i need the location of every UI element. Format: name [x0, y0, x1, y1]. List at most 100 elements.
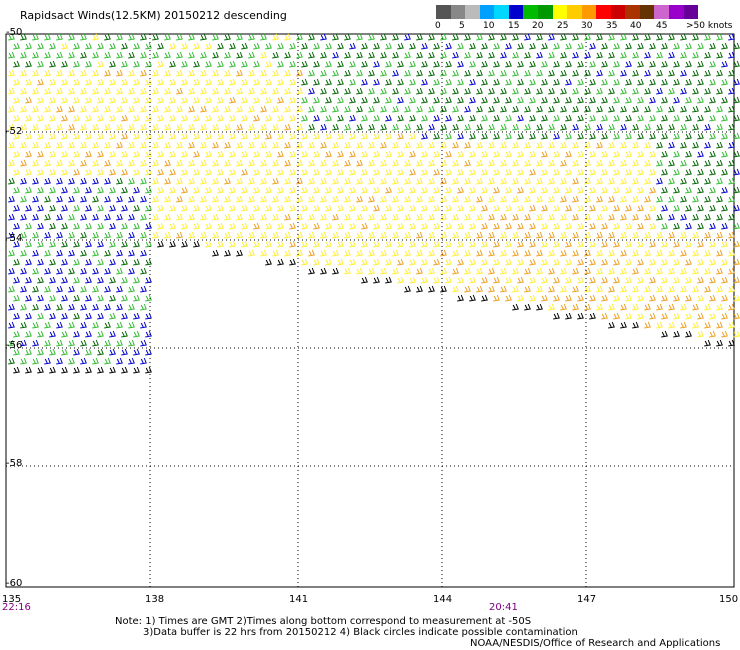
wind-barb [8, 123, 15, 131]
wind-barb [13, 240, 20, 248]
wind-barb [733, 312, 740, 320]
wind-barb [61, 132, 68, 140]
wind-barb [109, 78, 116, 86]
wind-barb [368, 141, 375, 149]
legend-swatch [479, 5, 495, 19]
wind-barb [260, 51, 267, 59]
wind-barb [344, 69, 351, 77]
wind-barb [313, 186, 320, 194]
wind-barb [241, 168, 248, 176]
wind-barb [128, 159, 135, 167]
wind-barb [620, 249, 627, 257]
wind-barb [289, 186, 296, 194]
wind-barb [404, 123, 411, 131]
wind-barb [673, 42, 680, 50]
wind-barb [68, 51, 75, 59]
wind-barb [85, 258, 92, 266]
wind-barb [613, 222, 620, 230]
wind-barb [200, 195, 207, 203]
wind-barb [92, 267, 99, 275]
legend-swatch [596, 5, 611, 19]
wind-barb [493, 240, 500, 248]
wind-barb [464, 177, 471, 185]
wind-barb [140, 33, 147, 41]
wind-barb [476, 123, 483, 131]
legend-swatch [654, 5, 669, 19]
wind-barb [529, 114, 536, 122]
wind-barb [80, 177, 87, 185]
wind-barb [109, 330, 116, 338]
wind-barb [464, 51, 471, 59]
wind-barb [632, 51, 639, 59]
wind-barb [529, 132, 536, 140]
wind-barb [584, 195, 591, 203]
wind-barb [613, 132, 620, 140]
wind-barb [20, 195, 27, 203]
wind-barb [524, 213, 531, 221]
wind-barb [661, 186, 668, 194]
wind-barb [224, 195, 231, 203]
wind-barb [37, 150, 44, 158]
wind-barb [308, 87, 315, 95]
wind-barb [601, 150, 608, 158]
wind-barb [260, 249, 267, 257]
wind-barb [188, 177, 195, 185]
wind-barb [577, 240, 584, 248]
wind-barb [469, 150, 476, 158]
wind-barb [181, 78, 188, 86]
wind-barb [524, 87, 531, 95]
wind-barb [145, 330, 152, 338]
wind-barb [332, 213, 339, 221]
lat-label: -50 [6, 27, 23, 38]
wind-barb [296, 177, 303, 185]
wind-barb [697, 276, 704, 284]
wind-barb [536, 177, 543, 185]
wind-barb [692, 321, 699, 329]
lat-label: -52 [6, 126, 23, 137]
wind-barb [20, 357, 27, 365]
wind-barb [332, 159, 339, 167]
wind-barb [61, 78, 68, 86]
wind-barb [224, 249, 231, 257]
wind-barb [104, 87, 111, 95]
wind-barb [157, 114, 164, 122]
wind-barb [200, 159, 207, 167]
wind-barb [445, 150, 452, 158]
wind-barb [505, 114, 512, 122]
wind-barb [728, 195, 735, 203]
wind-barb [577, 258, 584, 266]
wind-barb [68, 249, 75, 257]
wind-barb [140, 51, 147, 59]
wind-barb [512, 231, 519, 239]
wind-barb [181, 114, 188, 122]
wind-barb [97, 42, 104, 50]
wind-barb [392, 105, 399, 113]
wind-barb [445, 42, 452, 50]
wind-barb [56, 87, 63, 95]
wind-barb [656, 105, 663, 113]
wind-barb [517, 186, 524, 194]
wind-barb [44, 231, 51, 239]
wind-barb [476, 285, 483, 293]
wind-barb [596, 303, 603, 311]
wind-barb [49, 366, 56, 374]
wind-barb [565, 240, 572, 248]
wind-barb [704, 177, 711, 185]
wind-barb [49, 60, 56, 68]
wind-barb [685, 42, 692, 50]
wind-barb [277, 240, 284, 248]
wind-barb [608, 267, 615, 275]
wind-barb [284, 231, 291, 239]
notes: Note: 1) Times are GMT 2)Times along bot… [115, 616, 578, 638]
wind-barb [277, 60, 284, 68]
wind-barb [380, 195, 387, 203]
wind-barb [644, 249, 651, 257]
wind-barb [620, 33, 627, 41]
wind-barb [433, 114, 440, 122]
wind-barb [20, 105, 27, 113]
wind-barb [541, 276, 548, 284]
wind-barb [692, 231, 699, 239]
wind-barb [121, 222, 128, 230]
wind-barb [344, 195, 351, 203]
wind-barb [344, 177, 351, 185]
